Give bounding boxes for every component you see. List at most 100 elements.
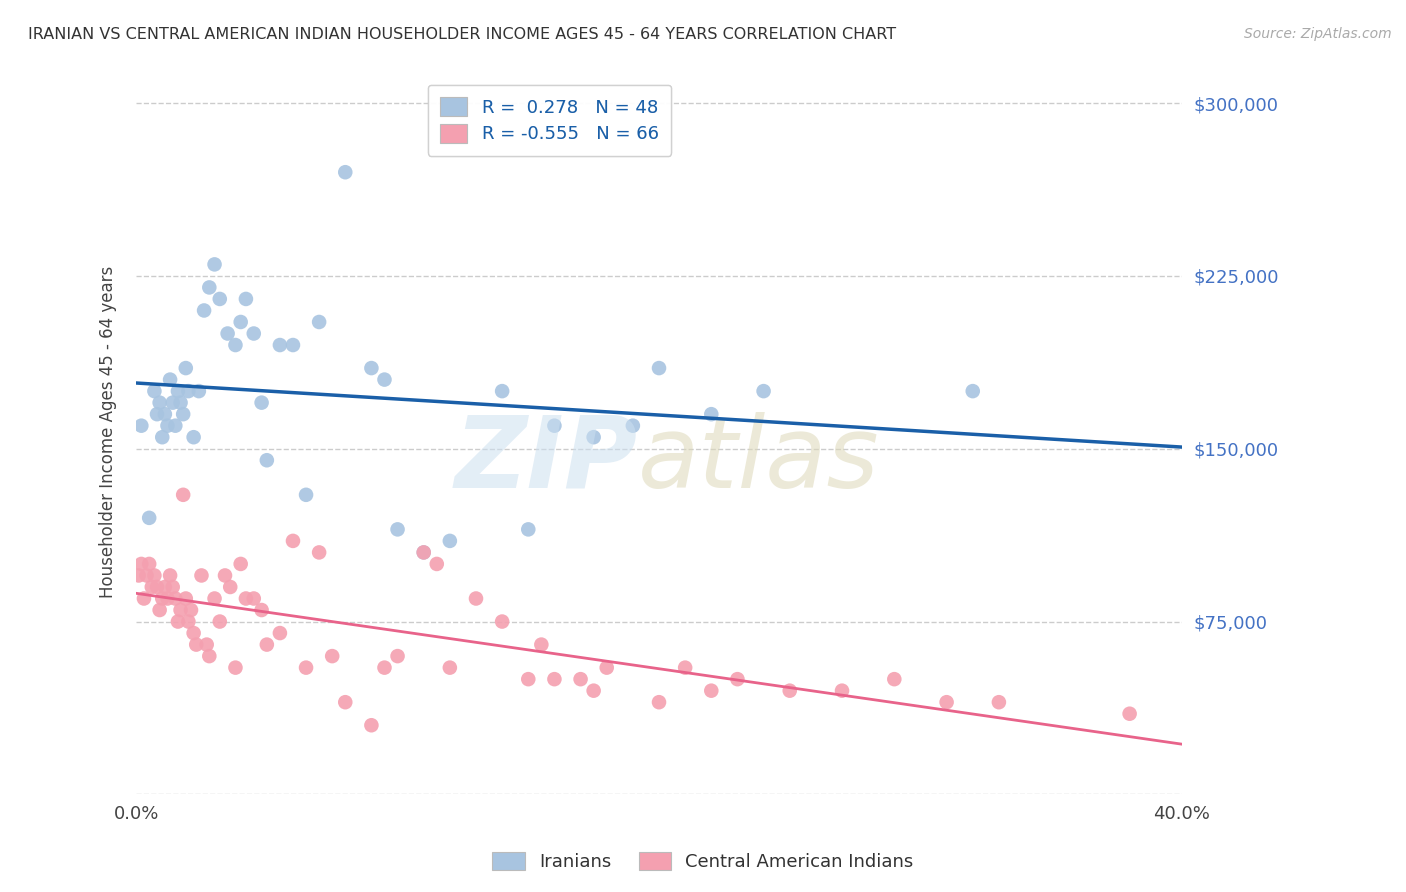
Point [987, 695, 1010, 709]
Point [596, 660, 619, 674]
Point [621, 418, 644, 433]
Point [183, 430, 205, 444]
Point [1118, 706, 1140, 721]
Point [156, 591, 179, 606]
Point [162, 395, 184, 409]
Point [195, 638, 218, 652]
Point [530, 638, 553, 652]
Point [229, 315, 252, 329]
Point [186, 638, 208, 652]
Point [235, 591, 257, 606]
Point [308, 315, 330, 329]
Point [426, 557, 449, 571]
Point [412, 545, 434, 559]
Point [269, 338, 291, 352]
Point [146, 580, 169, 594]
Point [517, 672, 540, 686]
Point [242, 591, 264, 606]
Point [174, 591, 197, 606]
Point [308, 545, 330, 559]
Point [700, 683, 723, 698]
Point [131, 557, 153, 571]
Point [141, 580, 163, 594]
Point [229, 557, 252, 571]
Point [208, 615, 231, 629]
Point [143, 384, 166, 398]
Point [321, 649, 343, 664]
Point [543, 418, 565, 433]
Point [138, 511, 160, 525]
Point [214, 568, 236, 582]
Point [198, 649, 221, 664]
Point [250, 603, 273, 617]
Point [150, 430, 173, 444]
Point [159, 373, 181, 387]
Point [172, 488, 194, 502]
Point [143, 568, 166, 582]
Point [165, 418, 187, 433]
Point [224, 660, 246, 674]
Point [177, 384, 200, 398]
Y-axis label: Householder Income Ages 45 - 64 years: Householder Income Ages 45 - 64 years [100, 265, 117, 598]
Point [491, 384, 513, 398]
Point [150, 591, 173, 606]
Point [439, 533, 461, 548]
Point [569, 672, 592, 686]
Point [335, 695, 357, 709]
Point [465, 591, 488, 606]
Point [295, 488, 318, 502]
Point [153, 407, 176, 421]
Point [335, 165, 357, 179]
Point [269, 626, 291, 640]
Point [187, 384, 209, 398]
Point [582, 430, 605, 444]
Point [387, 649, 409, 664]
Point [360, 361, 382, 376]
Text: Source: ZipAtlas.com: Source: ZipAtlas.com [1244, 27, 1392, 41]
Text: ZIP: ZIP [456, 412, 638, 509]
Point [198, 280, 221, 294]
Point [779, 683, 801, 698]
Point [131, 418, 153, 433]
Point [162, 580, 184, 594]
Point [149, 395, 172, 409]
Point [673, 660, 696, 674]
Point [582, 683, 605, 698]
Point [190, 568, 212, 582]
Point [725, 672, 748, 686]
Point [491, 615, 513, 629]
Point [373, 373, 395, 387]
Point [752, 384, 775, 398]
Text: IRANIAN VS CENTRAL AMERICAN INDIAN HOUSEHOLDER INCOME AGES 45 - 64 YEARS CORRELA: IRANIAN VS CENTRAL AMERICAN INDIAN HOUSE… [28, 27, 896, 42]
Point [831, 683, 853, 698]
Point [174, 361, 197, 376]
Legend: R =  0.278   N = 48, R = -0.555   N = 66: R = 0.278 N = 48, R = -0.555 N = 66 [427, 85, 671, 156]
Point [149, 603, 172, 617]
Point [165, 591, 187, 606]
Point [281, 338, 304, 352]
Point [439, 660, 461, 674]
Point [146, 407, 169, 421]
Point [242, 326, 264, 341]
Point [256, 453, 278, 467]
Text: atlas: atlas [638, 412, 880, 509]
Point [167, 615, 190, 629]
Point [204, 257, 226, 271]
Point [935, 695, 957, 709]
Point [159, 568, 181, 582]
Point [172, 407, 194, 421]
Point [224, 338, 246, 352]
Point [235, 292, 257, 306]
Point [648, 361, 671, 376]
Point [412, 545, 434, 559]
Point [962, 384, 984, 398]
Point [256, 638, 278, 652]
Point [281, 533, 304, 548]
Point [138, 557, 160, 571]
Point [135, 568, 157, 582]
Point [250, 395, 273, 409]
Point [208, 292, 231, 306]
Point [169, 603, 191, 617]
Point [543, 672, 565, 686]
Point [169, 395, 191, 409]
